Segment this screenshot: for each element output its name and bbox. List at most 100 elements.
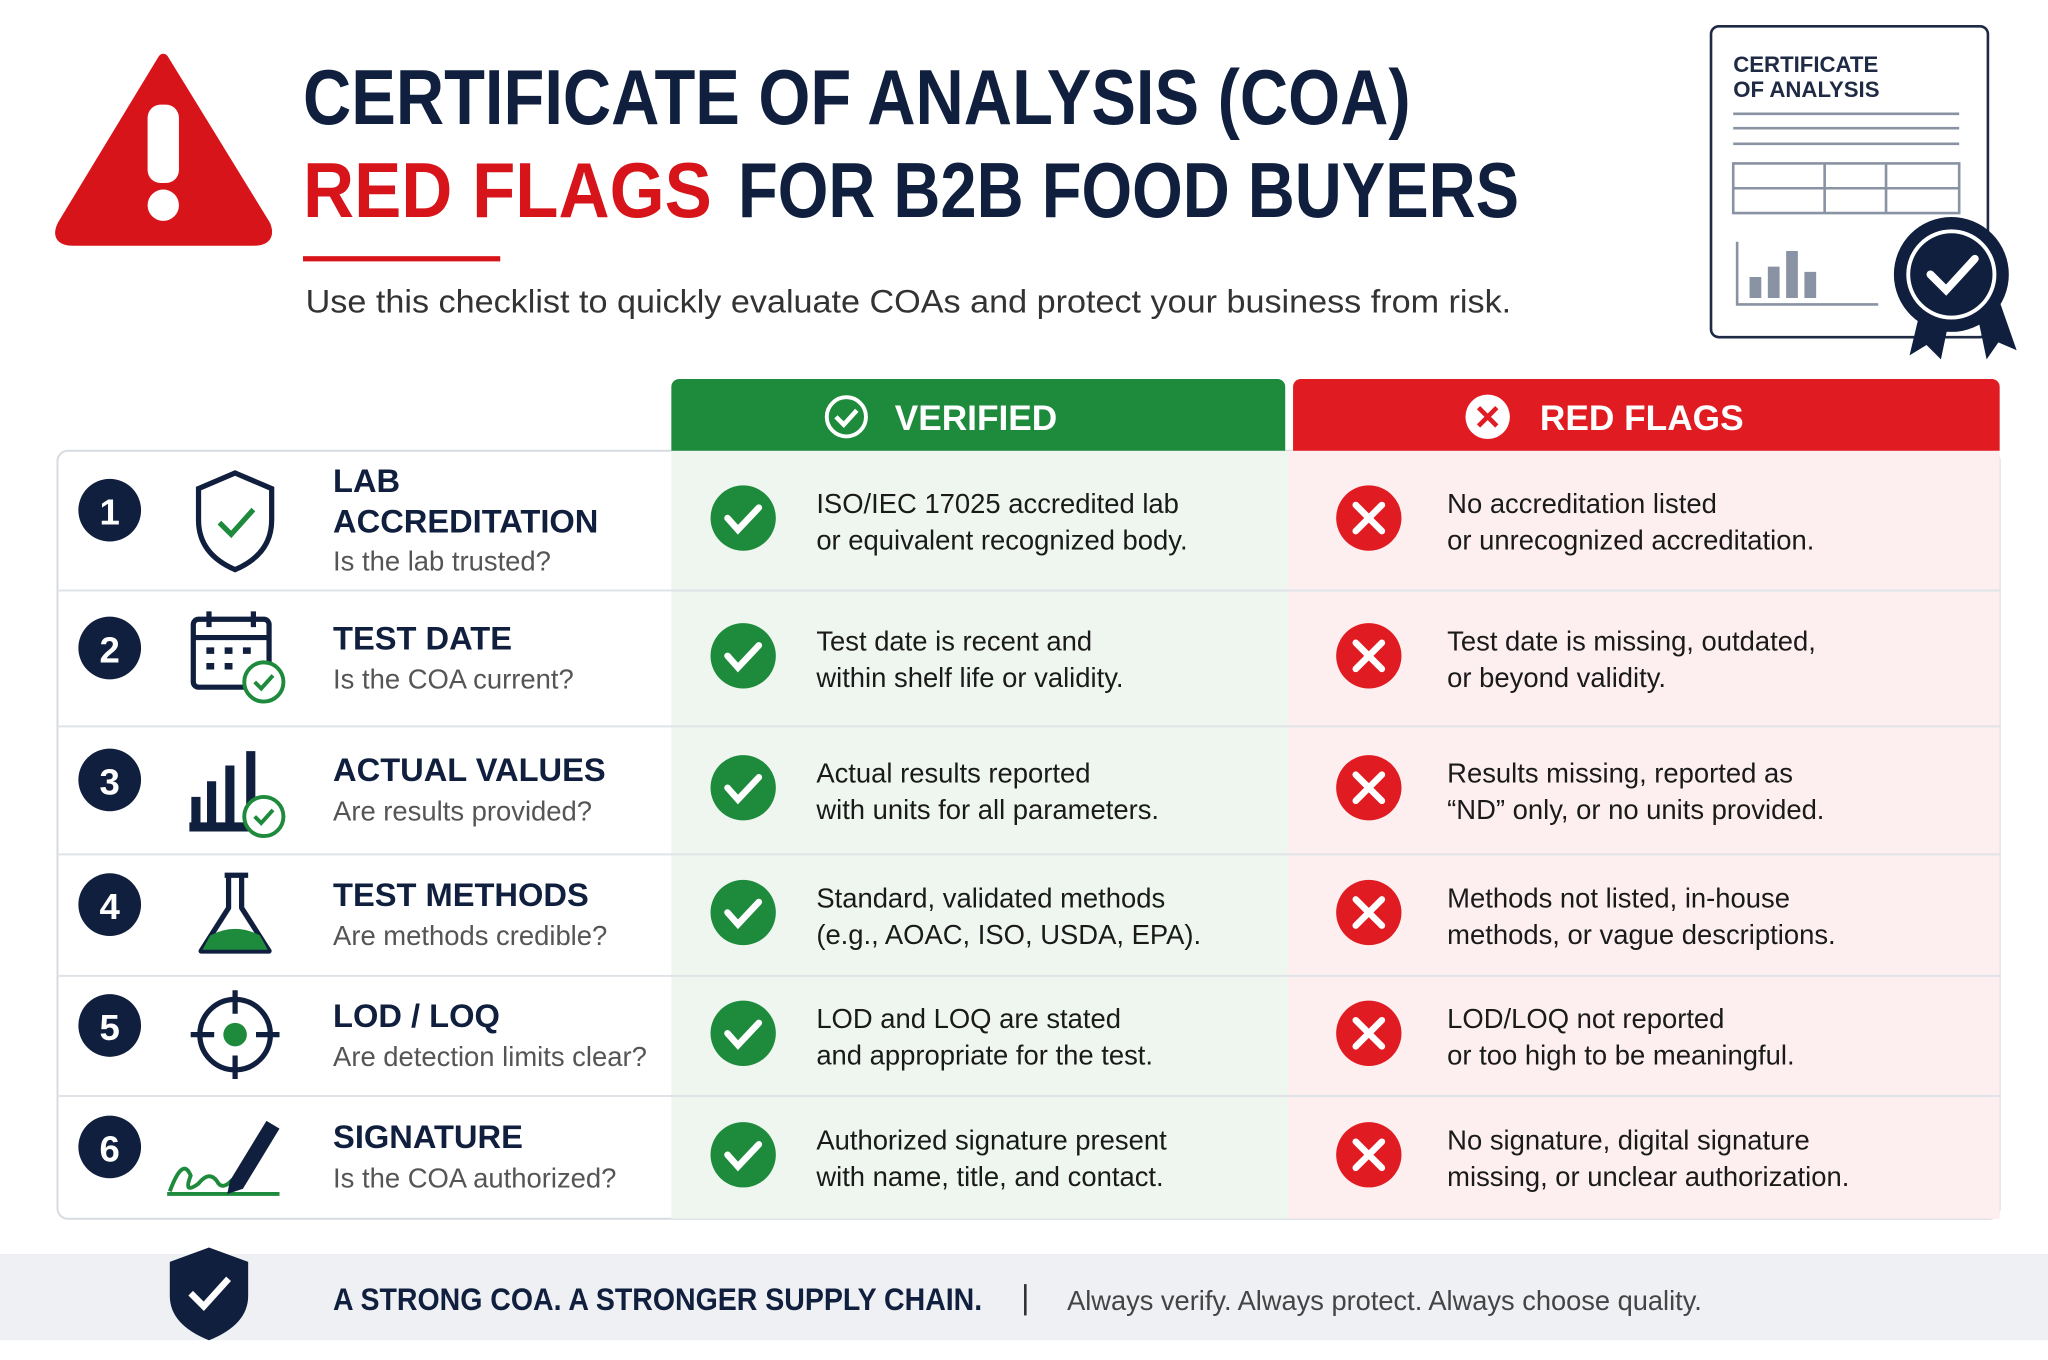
red-flag-text: Results missing, reported as	[1447, 758, 1793, 789]
row-number-badge	[78, 478, 142, 542]
red-flag-text: or too high to be meaningful.	[1447, 1040, 1794, 1071]
red-flag-text: or beyond validity.	[1447, 662, 1666, 693]
row-icon	[190, 611, 286, 704]
check-icon	[710, 879, 776, 946]
verified-text: Actual results reported	[816, 758, 1090, 789]
verified-text: ISO/IEC 17025 accredited lab	[816, 488, 1179, 519]
icon-part	[202, 928, 268, 950]
x-mark	[1352, 501, 1386, 535]
verified-text: with name, title, and contact.	[815, 1161, 1163, 1192]
red-flag-text: No accreditation listed	[1447, 488, 1717, 519]
icon-part	[223, 1022, 247, 1047]
check-mark	[724, 1019, 763, 1050]
column-header: VERIFIED	[895, 399, 1058, 438]
row-number: 5	[100, 1007, 120, 1048]
icon-part	[167, 1166, 234, 1193]
red-flag-text: “ND” only, or no units provided.	[1447, 794, 1824, 825]
check-mark	[724, 504, 763, 535]
icon-part	[189, 751, 259, 832]
footer-slogan: Always verify. Always protect. Always ch…	[1067, 1285, 1702, 1316]
verified-header	[671, 378, 1286, 451]
row-title: TEST METHODS	[333, 876, 589, 913]
subtitle: Use this checklist to quickly evaluate C…	[306, 282, 1512, 319]
check-icon	[710, 755, 776, 821]
footer-divider	[1024, 1284, 1027, 1316]
footer-check	[188, 1276, 231, 1312]
row-question: Is the lab trusted?	[333, 545, 551, 576]
title-underline	[303, 256, 501, 262]
doc-title: CERTIFICATE	[1733, 52, 1878, 77]
row-title: ACTUAL VALUES	[333, 751, 606, 788]
row-icon	[195, 470, 275, 573]
row-number-badge	[78, 616, 142, 680]
icon-part	[1893, 216, 2009, 332]
row-question: Are methods credible?	[333, 920, 607, 951]
doc-title: OF ANALYSIS	[1733, 77, 1879, 102]
x-mark	[1352, 896, 1386, 929]
row-number-badge	[78, 994, 142, 1057]
row-number: 6	[100, 1128, 120, 1169]
row-icon	[190, 990, 280, 1080]
check-mark	[724, 774, 763, 805]
row-title: TEST DATE	[333, 619, 512, 656]
row-title: LOD / LOQ	[333, 997, 500, 1034]
row-title: LAB	[333, 462, 400, 499]
red-flag-text: methods, or vague descriptions.	[1447, 919, 1835, 950]
icon-part	[1906, 229, 1997, 320]
icon-part	[227, 1120, 280, 1194]
icon-part	[242, 660, 286, 704]
verified-text: Standard, validated methods	[816, 882, 1165, 913]
column-header: RED FLAGS	[1540, 399, 1744, 438]
icon-part	[253, 808, 275, 826]
verified-text: or equivalent recognized body.	[816, 524, 1187, 555]
row-title: ACCREDITATION	[333, 502, 598, 539]
red-flag-text: Test date is missing, outdated,	[1447, 626, 1816, 657]
footer-shield	[169, 1247, 249, 1341]
icon-part	[193, 611, 270, 641]
row-number: 2	[100, 629, 120, 670]
title-red: RED FLAGS	[303, 146, 712, 234]
row-number: 1	[100, 492, 120, 533]
row-question: Is the COA authorized?	[333, 1162, 616, 1193]
verified-text: Authorized signature present	[816, 1125, 1167, 1156]
check-mark	[724, 898, 763, 930]
icon-part	[198, 872, 272, 954]
red-flag-text: or unrecognized accreditation.	[1447, 524, 1814, 555]
row-icon	[167, 1120, 280, 1196]
icon-part	[190, 616, 272, 690]
document-icon: CERTIFICATE OF ANALYSIS	[1709, 24, 2017, 360]
verified-header-icon	[824, 395, 868, 439]
red-header-icon	[1476, 406, 1499, 428]
title-rest: FOR B2B FOOD BUYERS	[738, 146, 1519, 234]
icon-part	[206, 647, 251, 670]
icon-part	[1926, 254, 1979, 296]
row-number: 3	[100, 761, 120, 802]
row-question: Is the COA current?	[333, 663, 574, 694]
icon-part	[1733, 112, 1960, 146]
x-mark	[1352, 1138, 1386, 1172]
footer-tagline: A STRONG COA. A STRONGER SUPPLY CHAIN.	[333, 1282, 982, 1317]
row-question: Are detection limits clear?	[333, 1041, 647, 1072]
verified-text: within shelf life or validity.	[815, 662, 1123, 693]
icon-part	[242, 794, 286, 839]
row-number-badge	[78, 748, 142, 812]
row-icon	[189, 751, 286, 839]
row-number-badge	[78, 873, 142, 936]
icon-part	[217, 507, 256, 539]
warning-dot	[147, 189, 179, 221]
check-mark	[724, 1141, 763, 1172]
x-mark	[1352, 771, 1386, 805]
red-flag-text: Methods not listed, in-house	[1447, 882, 1790, 913]
x-mark	[1352, 639, 1386, 673]
icon-part	[253, 674, 275, 692]
title-line: CERTIFICATE OF ANALYSIS (COA)	[303, 53, 1411, 141]
verified-text: with units for all parameters.	[815, 794, 1159, 825]
verified-text: LOD and LOQ are stated	[816, 1003, 1121, 1034]
row-title: SIGNATURE	[333, 1118, 523, 1155]
red-header	[1293, 378, 2000, 451]
icon-part	[1749, 250, 1817, 298]
verified-header-icon	[834, 408, 859, 428]
